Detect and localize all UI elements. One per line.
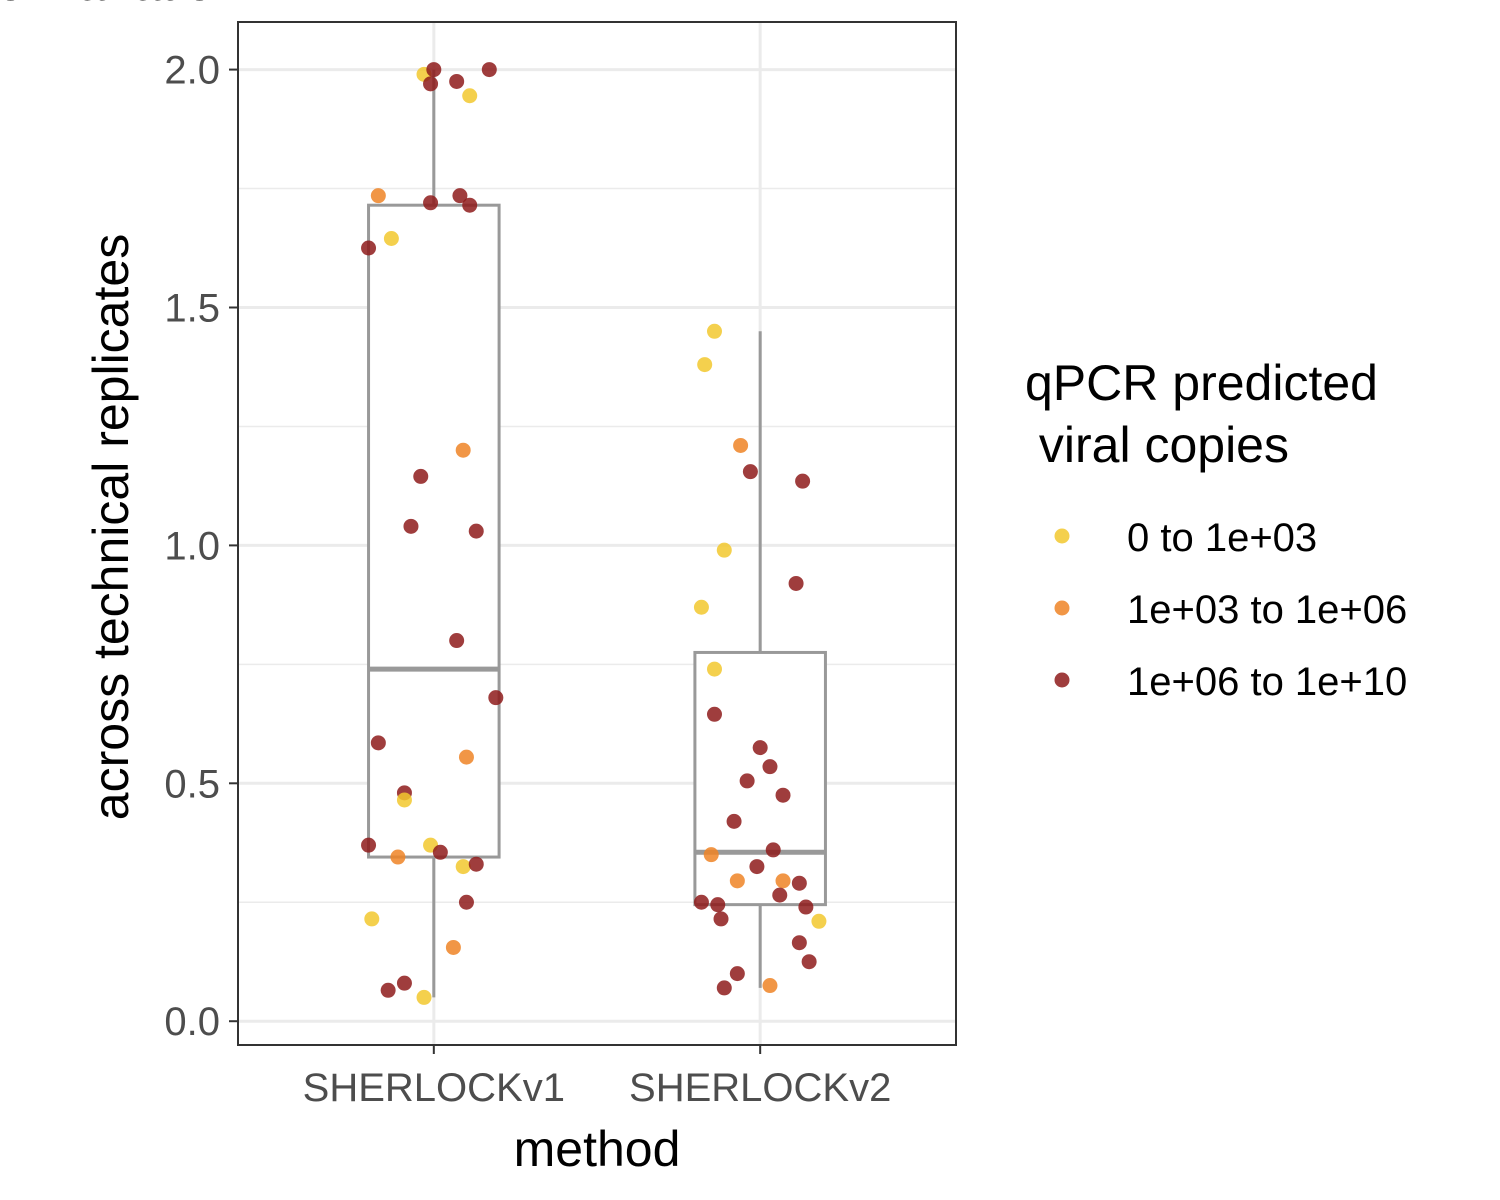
legend-items: 0 to 1e+03 1e+03 to 1e+06 1e+06 to 1e+10 [1054,516,1407,704]
data-point [710,897,726,913]
boxplot-boxes [367,69,827,998]
data-point [706,661,722,677]
plot-panel-border [237,21,957,1046]
data-point [370,188,386,204]
y-tick-label: 0.5 [164,762,220,806]
y-axis-title-line-1: coefficient of variation [0,0,241,11]
data-point [390,849,406,865]
data-point [449,73,465,89]
data-point [798,899,814,915]
data-point [733,437,749,453]
data-point [775,787,791,803]
data-point [795,473,811,489]
data-point [706,706,722,722]
axes: 0.0 0.5 1.0 1.5 2.0 SHERLOCKv1 SHERLOCKv2 [164,49,891,1110]
y-tick-label: 1.5 [164,286,220,330]
data-point [775,873,791,889]
y-tick-label: 0.0 [164,1000,220,1044]
data-point [458,894,474,910]
data-point [383,230,399,246]
data-point [380,982,396,998]
data-point [396,975,412,991]
legend-label: 0 to 1e+03 [1127,516,1317,560]
data-point [488,690,504,706]
data-point [791,875,807,891]
data-point [697,357,713,373]
legend-label: 1e+03 to 1e+06 [1127,588,1407,632]
x-tick-label: SHERLOCKv1 [303,1066,565,1110]
data-point [752,740,768,756]
data-point [716,980,732,996]
data-point [423,195,439,211]
data-point [403,518,419,534]
data-point [455,442,471,458]
data-point [693,599,709,615]
data-point [791,935,807,951]
data-point [370,735,386,751]
data-point [739,773,755,789]
legend-key [1054,528,1070,544]
y-tick-label: 1.0 [164,524,220,568]
y-axis-title-line-2: across technical replicates [83,234,139,820]
data-point [468,856,484,872]
data-point [426,62,442,78]
data-point [364,911,380,927]
legend-title-line-2: viral copies [1025,417,1289,473]
data-point [729,966,745,982]
data-point [449,633,465,649]
data-point [361,240,377,256]
data-point [462,88,478,104]
data-point [693,894,709,910]
data-point [423,76,439,92]
data-point [772,887,788,903]
data-point [458,749,474,765]
data-point [788,575,804,591]
data-point [729,873,745,889]
data-point [468,523,484,539]
data-point [801,954,817,970]
data-point [749,859,765,875]
legend-title-line-1: qPCR predicted [1025,355,1378,411]
x-axis-title: method [514,1121,681,1177]
data-point [765,842,781,858]
data-point [413,468,429,484]
data-point [416,989,432,1005]
data-point [703,847,719,863]
legend: qPCR predicted viral copies 0 to 1e+03 1e… [1025,355,1407,704]
data-point [462,197,478,213]
data-point [396,792,412,808]
y-tick-label: 2.0 [164,49,220,93]
legend-key [1054,600,1070,616]
data-point [432,844,448,860]
legend-label: 1e+06 to 1e+10 [1127,660,1407,704]
data-point [811,913,827,929]
data-point [742,464,758,480]
data-point [716,542,732,558]
data-point [762,978,778,994]
data-point [361,837,377,853]
data-point [713,911,729,927]
data-point [706,323,722,339]
data-point [762,759,778,775]
data-point [481,62,497,78]
data-point [452,188,468,204]
data-point [445,939,461,955]
data-point [455,859,471,875]
data-point [726,813,742,829]
y-axis-title: coefficient of variation [0,0,241,11]
legend-key [1054,672,1070,688]
jitter-points [361,62,827,1005]
x-tick-label: SHERLOCKv2 [629,1066,891,1110]
